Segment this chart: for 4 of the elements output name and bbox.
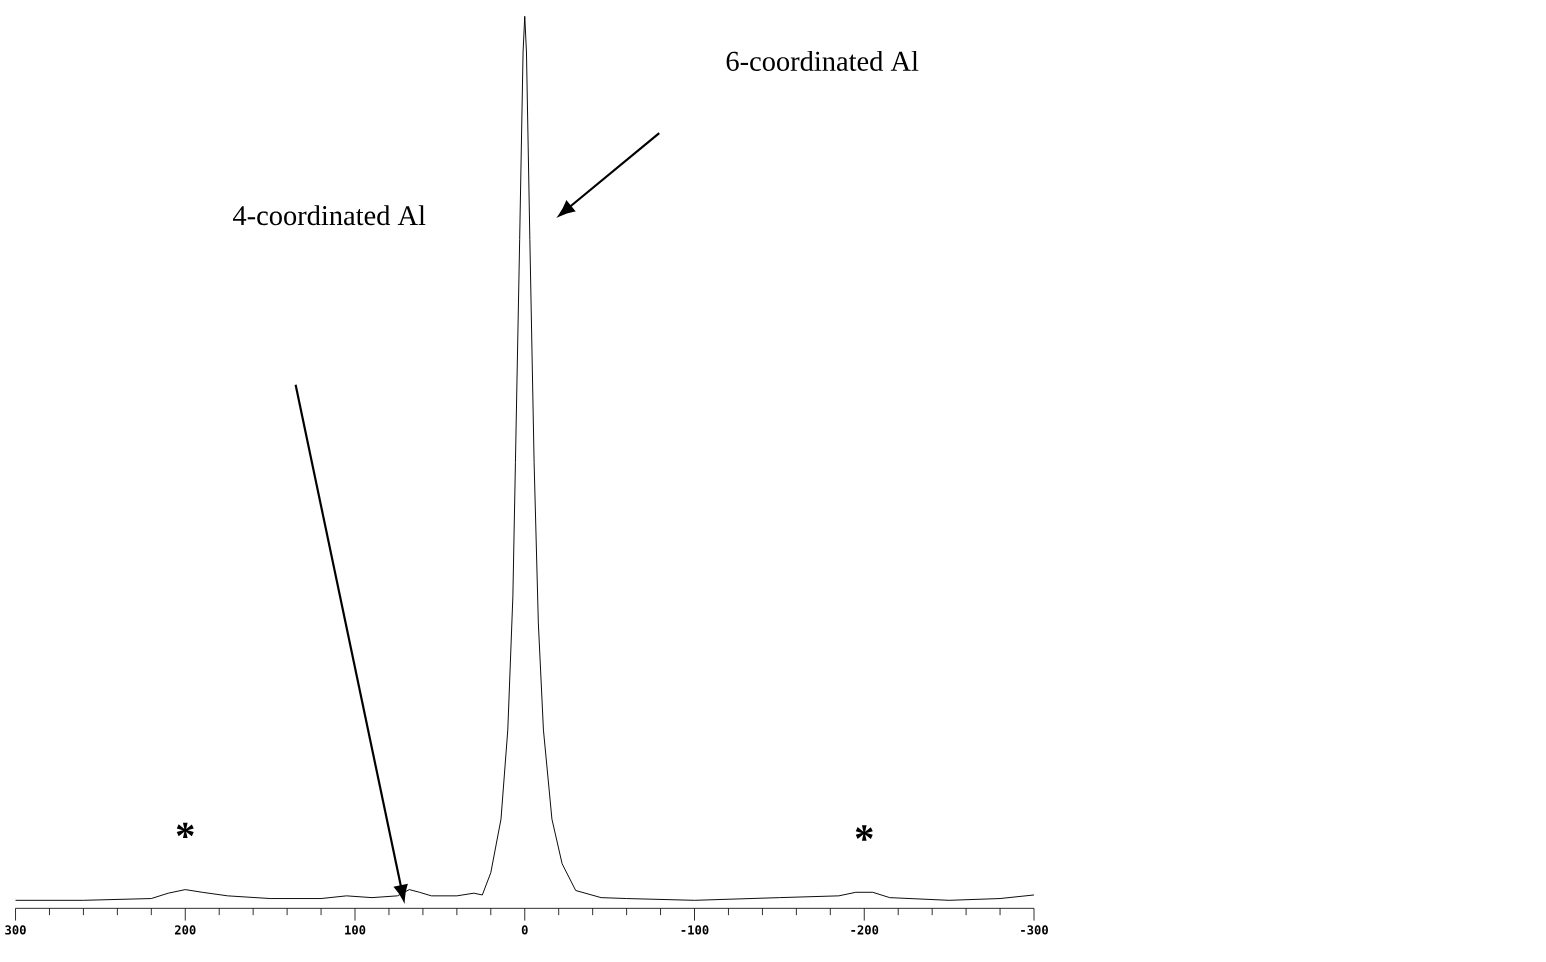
annotation: 4-coordinated Al bbox=[232, 205, 426, 226]
annotation: * bbox=[855, 825, 873, 841]
annotation: * bbox=[176, 822, 194, 839]
annotation: 6-coordinated Al bbox=[726, 51, 919, 72]
